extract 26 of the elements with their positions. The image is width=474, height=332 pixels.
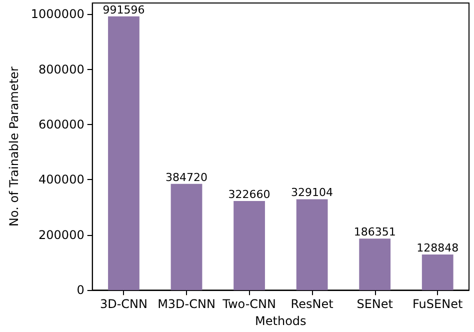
x-axis-title: Methods	[255, 314, 306, 328]
x-tick-label: FuSENet	[412, 297, 463, 312]
y-tick-label: 400000	[38, 172, 84, 187]
bar	[359, 238, 391, 290]
y-axis-title: No. of Trainable Parameter	[7, 66, 21, 226]
y-tick-label: 800000	[38, 62, 84, 76]
data-label: 384720	[166, 170, 208, 184]
y-tick-label: 200000	[38, 228, 84, 242]
bar	[170, 184, 202, 290]
y-tick-label: 600000	[38, 117, 84, 132]
data-label: 991596	[102, 3, 145, 16]
y-tick-label: 0	[76, 283, 84, 298]
data-label: 128848	[416, 242, 459, 255]
data-label: 322660	[228, 188, 270, 202]
bar	[108, 16, 140, 290]
x-tick-label: 3D-CNN	[100, 297, 148, 312]
bar	[422, 254, 454, 290]
data-label: 329104	[291, 186, 334, 200]
x-tick-label: SENet	[356, 297, 394, 312]
y-tick-label: 1000000	[30, 7, 84, 22]
x-tick-label: M3D-CNN	[158, 297, 216, 312]
bar	[234, 201, 265, 290]
data-label: 186351	[354, 226, 396, 239]
x-tick-label: ResNet	[290, 297, 334, 312]
bar	[296, 199, 328, 290]
x-tick-label: Two-CNN	[222, 297, 276, 312]
